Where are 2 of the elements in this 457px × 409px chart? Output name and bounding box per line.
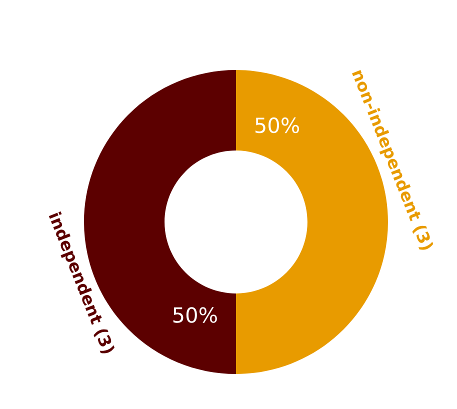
data-label: 50% [256, 117, 300, 134]
data-label: 50% [173, 307, 217, 323]
